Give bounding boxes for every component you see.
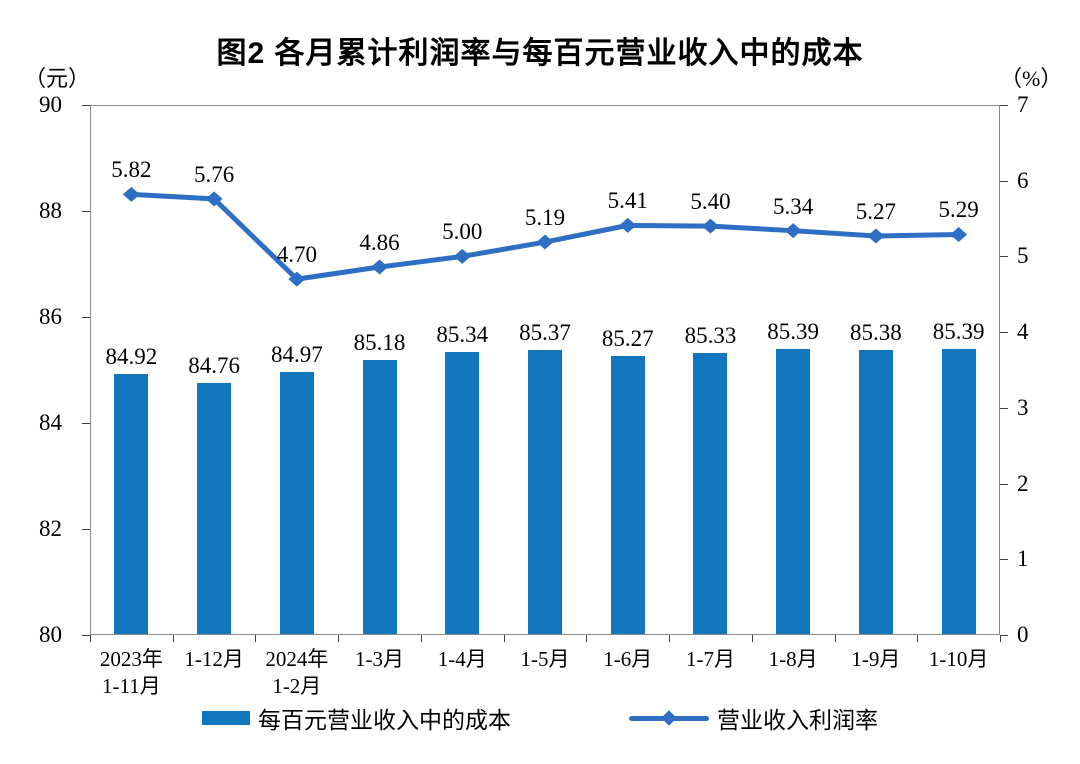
x-category-label: 1-10月	[928, 647, 989, 671]
right-axis-tick-label: 6	[1017, 167, 1029, 193]
bar-value-label: 85.34	[436, 321, 489, 347]
x-axis-tick	[669, 635, 671, 642]
x-category-label: 1-5月	[520, 647, 570, 671]
right-axis-unit: （%）	[1000, 66, 1063, 91]
x-category-label: 1-8月	[768, 647, 818, 671]
left-axis-tick-label: 84	[39, 410, 62, 435]
x-axis-tick	[420, 635, 422, 642]
bar-value-label: 85.39	[932, 319, 985, 345]
x-category-label: 1-6月	[603, 647, 653, 671]
line-value-label: 5.29	[938, 197, 979, 223]
x-axis-tick	[751, 635, 753, 642]
bar-value-label: 84.97	[270, 341, 323, 367]
right-axis-tick-label: 0	[1017, 622, 1029, 647]
right-axis-tick-label: 4	[1017, 319, 1029, 345]
right-axis-tick-label: 3	[1017, 394, 1029, 420]
bar	[445, 351, 480, 634]
bar-value-label: 84.76	[188, 352, 240, 378]
x-axis-tick	[586, 635, 588, 642]
x-axis-tick	[90, 635, 91, 642]
diamond-marker-icon	[661, 710, 677, 726]
bar-value-label: 85.38	[850, 319, 902, 345]
line-value-label: 5.34	[773, 193, 814, 219]
plot-area	[90, 105, 1000, 635]
bar-value-label: 85.39	[767, 319, 820, 345]
x-axis-tick	[172, 635, 174, 642]
bar	[362, 360, 397, 634]
chart-title: 图2 各月累计利润率与每百元营业收入中的成本	[216, 37, 864, 70]
line-value-label: 4.86	[359, 230, 400, 256]
left-axis-tick	[82, 529, 90, 530]
right-axis-tick	[1000, 105, 1008, 106]
line-series-label: 营业收入利润率	[717, 708, 878, 733]
line-series-swatch	[629, 710, 709, 726]
bar	[114, 374, 149, 634]
left-axis-tick-label: 82	[39, 516, 62, 541]
x-category-label: 1-12月	[184, 647, 244, 671]
bar	[776, 349, 811, 634]
right-axis-tick	[1000, 483, 1008, 485]
bar-series-label: 每百元营业收入中的成本	[258, 708, 511, 733]
line-value-label: 5.82	[111, 157, 152, 183]
right-axis-tick	[1000, 407, 1008, 409]
legend: 每百元营业收入中的成本 营业收入利润率	[0, 701, 1080, 735]
x-category-label: 1-4月	[437, 647, 487, 671]
x-category-label: 1-3月	[355, 647, 405, 671]
right-axis-tick-label: 2	[1017, 470, 1029, 496]
left-axis-tick	[82, 211, 90, 212]
line-value-label: 5.41	[607, 188, 648, 214]
x-axis-tick	[917, 635, 919, 642]
right-axis-tick	[1000, 559, 1008, 561]
right-axis-tick-label: 1	[1017, 546, 1029, 572]
bar	[610, 355, 645, 634]
left-axis-tick-label: 88	[39, 198, 62, 223]
legend-item-cost: 每百元营业收入中的成本	[202, 701, 511, 735]
line-value-label: 5.19	[524, 205, 566, 231]
left-axis-tick	[82, 105, 90, 106]
line-value-label: 5.40	[690, 189, 731, 215]
left-axis-tick-label: 90	[39, 92, 62, 117]
right-axis-tick	[1000, 332, 1008, 334]
x-category-label: 1-9月	[851, 647, 901, 671]
bar-value-label: 85.27	[601, 325, 654, 351]
bar-value-label: 85.37	[519, 320, 571, 346]
left-axis-tick-label: 80	[39, 622, 62, 647]
right-axis-tick-label: 5	[1017, 243, 1029, 269]
left-axis-unit: （元）	[24, 66, 91, 91]
left-axis-tick	[82, 635, 90, 636]
right-axis-tick	[1000, 635, 1008, 636]
left-axis-tick	[82, 423, 90, 424]
line-value-label: 5.27	[855, 198, 897, 224]
x-axis-tick	[834, 635, 836, 642]
right-axis-tick-label: 7	[1017, 92, 1029, 117]
x-axis-tick	[1000, 635, 1001, 642]
bar	[197, 382, 232, 634]
left-axis-tick-label: 86	[39, 304, 62, 329]
bar	[279, 371, 314, 634]
x-axis-tick	[255, 635, 257, 642]
right-axis-tick	[1000, 256, 1008, 258]
bar	[693, 352, 728, 634]
line-value-label: 4.70	[276, 242, 317, 268]
right-axis-tick	[1000, 180, 1008, 182]
bar	[858, 349, 893, 634]
bar-value-label: 85.33	[684, 322, 737, 348]
x-axis-tick	[338, 635, 340, 642]
bar-series-swatch	[202, 711, 250, 725]
x-category-label: 2024年 1-2月	[265, 647, 329, 698]
line-value-label: 5.00	[442, 219, 483, 245]
bar-value-label: 84.92	[105, 344, 158, 370]
line-value-label: 5.76	[193, 161, 235, 187]
left-axis-tick	[82, 317, 90, 318]
legend-item-profit-rate: 营业收入利润率	[629, 701, 878, 735]
bar-value-label: 85.18	[353, 330, 406, 356]
bar	[941, 349, 976, 634]
bar	[528, 350, 562, 634]
x-axis-tick	[503, 635, 505, 642]
x-category-label: 1-7月	[685, 647, 735, 671]
x-category-label: 2023年 1-11月	[99, 647, 163, 698]
